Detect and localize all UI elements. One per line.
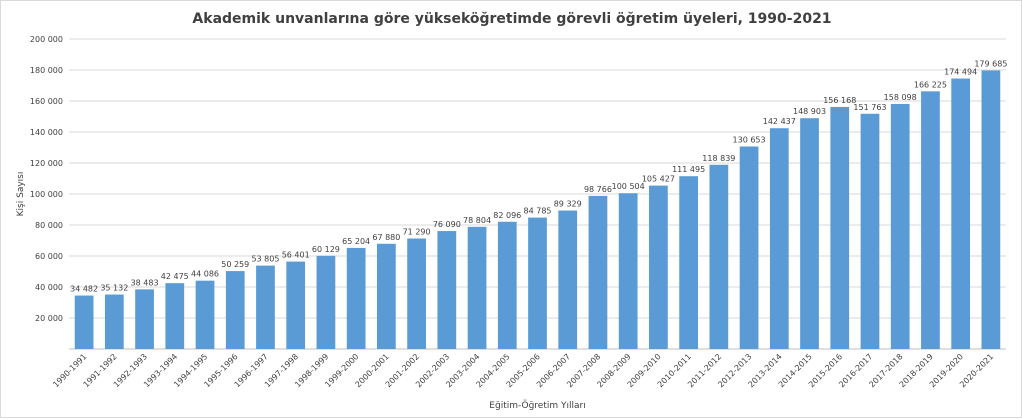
data-label: 78 804 [463, 216, 491, 225]
bar [195, 280, 215, 349]
y-tick-label: 40 000 [35, 283, 63, 292]
data-label: 60 129 [312, 245, 340, 254]
data-label: 56 401 [282, 251, 310, 260]
bar [104, 294, 124, 349]
bar [981, 70, 1001, 349]
bar [890, 103, 910, 350]
bar [316, 255, 336, 349]
bar [407, 238, 426, 349]
y-tick-label: 120 000 [30, 159, 63, 168]
bar [558, 210, 578, 349]
bars [74, 70, 1001, 350]
bar [618, 193, 638, 349]
data-label: 179 685 [974, 59, 1007, 68]
bar [769, 128, 789, 349]
y-axis-label: Kişi Sayısı [16, 172, 26, 217]
data-label: 174 494 [944, 68, 977, 77]
y-axis-ticks: 20 000 40 000 60 000 80 000 100 000 120 000 14… [30, 35, 63, 323]
data-label: 98 766 [584, 185, 612, 194]
data-label: 166 225 [914, 80, 947, 89]
data-label: 89 329 [554, 200, 582, 209]
data-label: 158 098 [884, 93, 917, 102]
data-label: 105 427 [642, 175, 675, 184]
bar [709, 164, 729, 349]
data-label: 71 290 [403, 228, 431, 237]
bar [800, 118, 819, 349]
y-tick-label: 20 000 [35, 314, 63, 323]
y-tick-label: 80 000 [35, 221, 63, 230]
bar [739, 146, 759, 349]
chart-title: Akademik unvanlarına göre yükseköğretimd… [192, 11, 831, 27]
bar [588, 195, 608, 349]
y-tick-label: 180 000 [30, 66, 63, 75]
bar [951, 78, 971, 349]
bar [860, 113, 880, 349]
data-label: 76 090 [433, 220, 461, 229]
bar [286, 261, 306, 349]
bar [497, 221, 517, 349]
data-label: 53 805 [251, 255, 279, 264]
bar [377, 243, 396, 349]
data-label: 42 475 [161, 272, 189, 281]
data-label: 84 785 [524, 207, 552, 216]
data-label: 65 204 [342, 237, 370, 246]
bar [256, 265, 275, 349]
bar [165, 283, 185, 349]
data-label: 130 653 [733, 135, 766, 144]
data-label: 118 839 [702, 154, 735, 163]
bar [528, 217, 547, 349]
bar [135, 289, 154, 349]
data-label: 156 168 [823, 96, 856, 105]
data-label: 44 086 [191, 270, 219, 279]
data-label: 142 437 [763, 117, 796, 126]
data-label: 82 096 [493, 211, 521, 220]
data-label: 35 132 [100, 284, 128, 293]
data-label: 34 482 [70, 285, 98, 294]
y-tick-label: 60 000 [35, 252, 63, 261]
data-label: 111 495 [672, 165, 705, 174]
bar [649, 185, 668, 349]
bar [437, 231, 457, 349]
bar [467, 226, 487, 349]
data-label: 50 259 [221, 260, 249, 269]
data-label: 148 903 [793, 107, 826, 116]
data-label: 151 763 [853, 103, 886, 112]
bar [679, 176, 698, 349]
bar [921, 91, 940, 349]
y-tick-label: 140 000 [30, 128, 63, 137]
bar [830, 106, 850, 349]
y-tick-label: 200 000 [30, 35, 63, 44]
y-tick-label: 100 000 [30, 190, 63, 199]
bar [225, 271, 245, 349]
data-label: 38 483 [131, 278, 159, 287]
x-axis-label: Eğitim-Öğretim Yılları [489, 400, 585, 411]
y-tick-label: 160 000 [30, 97, 63, 106]
bar [346, 247, 366, 349]
bar [74, 295, 94, 349]
x-axis-ticks: 1990-19911991-19921992-19931993-19941994… [51, 352, 995, 389]
data-label: 100 504 [612, 182, 645, 191]
data-label: 67 880 [372, 233, 400, 242]
